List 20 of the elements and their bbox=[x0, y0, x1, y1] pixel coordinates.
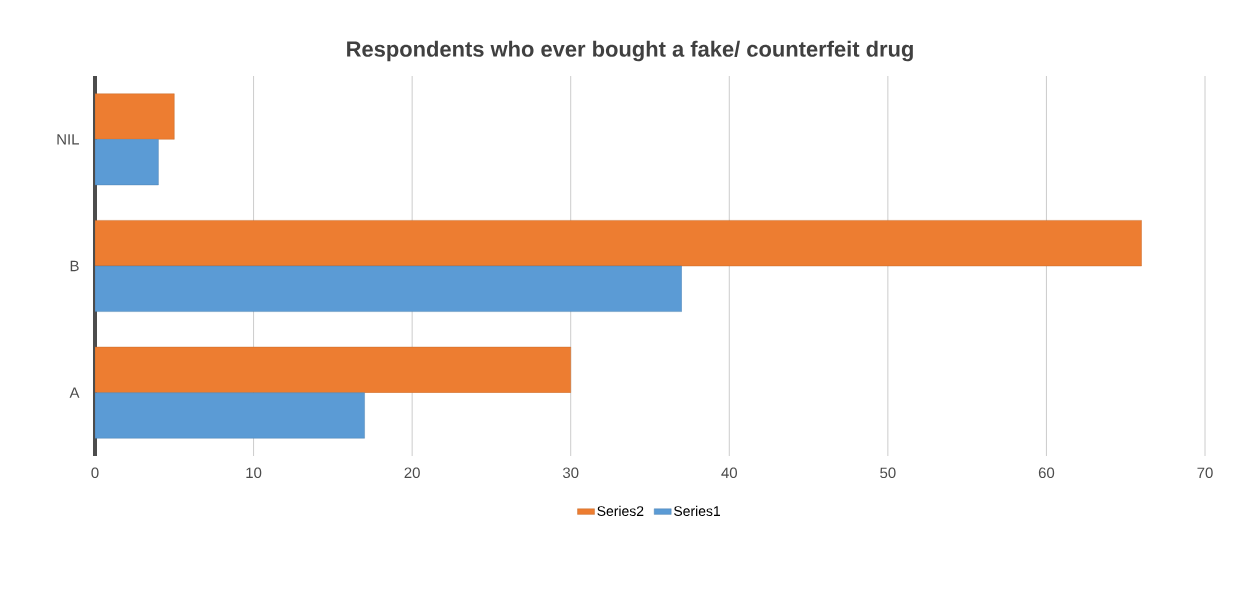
bar bbox=[95, 265, 682, 312]
bar bbox=[95, 220, 1142, 267]
bar bbox=[95, 392, 365, 439]
x-tick-label: 20 bbox=[404, 467, 420, 479]
bar bbox=[95, 139, 159, 186]
x-tick-label: 30 bbox=[562, 467, 579, 479]
bar bbox=[95, 346, 571, 393]
legend-label: Series1 bbox=[674, 505, 720, 517]
bar bbox=[95, 93, 175, 140]
y-tick-label: NIL bbox=[57, 134, 79, 145]
x-tick-label: 10 bbox=[246, 467, 262, 479]
y-tick-label: A bbox=[69, 387, 80, 398]
legend-label: Series2 bbox=[597, 505, 644, 517]
x-tick-label: 60 bbox=[1038, 467, 1055, 479]
y-tick-label: B bbox=[70, 260, 79, 272]
x-tick-label: 0 bbox=[91, 467, 99, 479]
x-tick-label: 70 bbox=[1197, 467, 1213, 479]
chart-title: Respondents who ever bought a fake/ counterfeit drug bbox=[347, 40, 913, 62]
x-tick-label: 50 bbox=[880, 467, 896, 479]
x-tick-label: 40 bbox=[721, 467, 737, 479]
